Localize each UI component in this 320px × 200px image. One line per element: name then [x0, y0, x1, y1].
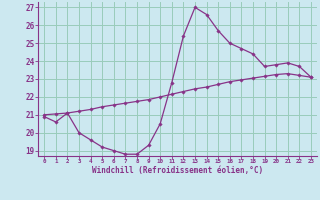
- X-axis label: Windchill (Refroidissement éolien,°C): Windchill (Refroidissement éolien,°C): [92, 166, 263, 175]
